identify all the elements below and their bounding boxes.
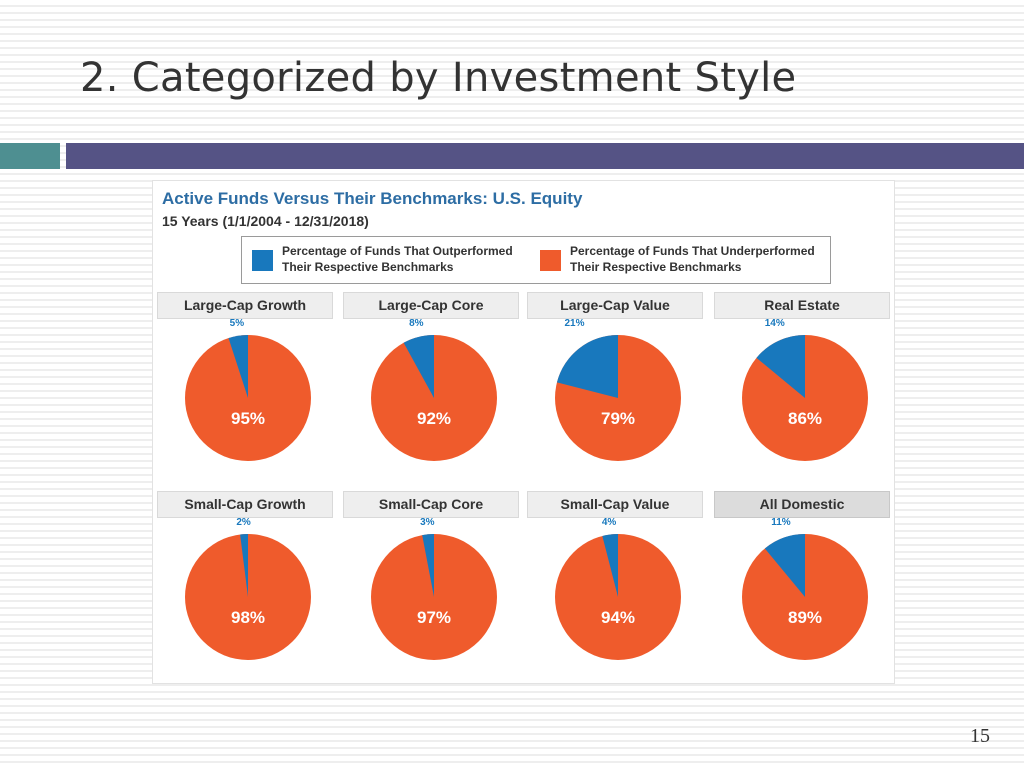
pie-grid: Large-Cap Growth 5% 95% Large-Cap Core 8% 92%… (153, 181, 896, 685)
legend: Percentage of Funds That Outperformed Th… (241, 236, 831, 284)
legend-label-outperformed: Percentage of Funds That Outperformed Th… (282, 244, 513, 274)
pie-category-header: Small-Cap Growth (157, 491, 333, 518)
title-accent-bar-right (66, 143, 1024, 169)
pie-slice-outperformed (556, 335, 618, 398)
pie-label-underperformed: 79% (601, 409, 635, 428)
pie-chart: 14% 86% (742, 318, 868, 461)
pie-panel-real-estate: Real Estate 14% 86% (714, 292, 890, 482)
pie-chart: 21% 79% (555, 318, 681, 461)
pie-label-outperformed: 11% (771, 517, 791, 528)
pie-panel-small-cap-growth: Small-Cap Growth 2% 98% (157, 491, 333, 681)
pie-label-outperformed: 3% (420, 517, 435, 528)
pie-label-outperformed: 5% (230, 318, 245, 329)
pie-panel-small-cap-value: Small-Cap Value 4% 94% (527, 491, 703, 681)
pie-panel-small-cap-core: Small-Cap Core 3% 97% (343, 491, 519, 681)
pie-slice-outperformed (403, 335, 434, 398)
pie-slice-outperformed (228, 335, 248, 398)
pie-label-underperformed: 95% (231, 409, 265, 428)
chart-figure: Active Funds Versus Their Benchmarks: U.… (152, 180, 895, 684)
pie-panel-large-cap-core: Large-Cap Core 8% 92% (343, 292, 519, 482)
legend-swatch-underperformed (540, 250, 561, 271)
legend-item-outperformed: Percentage of Funds That Outperformed Th… (252, 243, 532, 277)
pie-label-outperformed: 14% (765, 318, 785, 329)
pie-label-underperformed: 94% (601, 608, 635, 627)
pie-category-header: Real Estate (714, 292, 890, 319)
pie-label-outperformed: 8% (409, 318, 424, 329)
pie-category-header: Large-Cap Growth (157, 292, 333, 319)
legend-label-underperformed: Percentage of Funds That Underperformed … (570, 244, 815, 274)
legend-item-underperformed: Percentage of Funds That Underperformed … (540, 243, 820, 277)
pie-slice-outperformed (602, 534, 618, 597)
pie-label-outperformed: 4% (602, 517, 617, 528)
pie-chart: 5% 95% (185, 318, 311, 461)
pie-category-header: Small-Cap Core (343, 491, 519, 518)
legend-swatch-outperformed (252, 250, 273, 271)
pie-slice-outperformed (764, 534, 805, 597)
pie-category-header: Small-Cap Value (527, 491, 703, 518)
pie-panel-all-domestic: All Domestic 11% 89% (714, 491, 890, 681)
pie-slice-outperformed (422, 534, 434, 597)
pie-label-underperformed: 92% (417, 409, 451, 428)
pie-category-header: All Domestic (714, 491, 890, 518)
pie-label-underperformed: 86% (788, 409, 822, 428)
pie-panel-large-cap-growth: Large-Cap Growth 5% 95% (157, 292, 333, 482)
pie-label-underperformed: 97% (417, 608, 451, 627)
chart-title: Active Funds Versus Their Benchmarks: U.… (162, 189, 583, 208)
title-accent-bar-left (0, 143, 60, 169)
pie-chart: 8% 92% (371, 318, 497, 461)
pie-label-outperformed: 2% (236, 517, 251, 528)
pie-chart: 2% 98% (185, 517, 311, 660)
pie-panel-large-cap-value: Large-Cap Value 21% 79% (527, 292, 703, 482)
chart-subtitle: 15 Years (1/1/2004 - 12/31/2018) (162, 213, 369, 229)
pie-category-header: Large-Cap Core (343, 292, 519, 319)
slide-title: 2. Categorized by Investment Style (80, 55, 797, 101)
pie-label-underperformed: 89% (788, 608, 822, 627)
page-number: 15 (970, 725, 990, 747)
pie-label-outperformed: 21% (564, 318, 584, 329)
pie-label-underperformed: 98% (231, 608, 265, 627)
pie-chart: 3% 97% (371, 517, 497, 660)
pie-chart: 4% 94% (555, 517, 681, 660)
pie-category-header: Large-Cap Value (527, 292, 703, 319)
pie-chart: 11% 89% (742, 517, 868, 660)
pie-slice-outperformed (240, 534, 248, 597)
pie-slice-outperformed (756, 335, 805, 398)
